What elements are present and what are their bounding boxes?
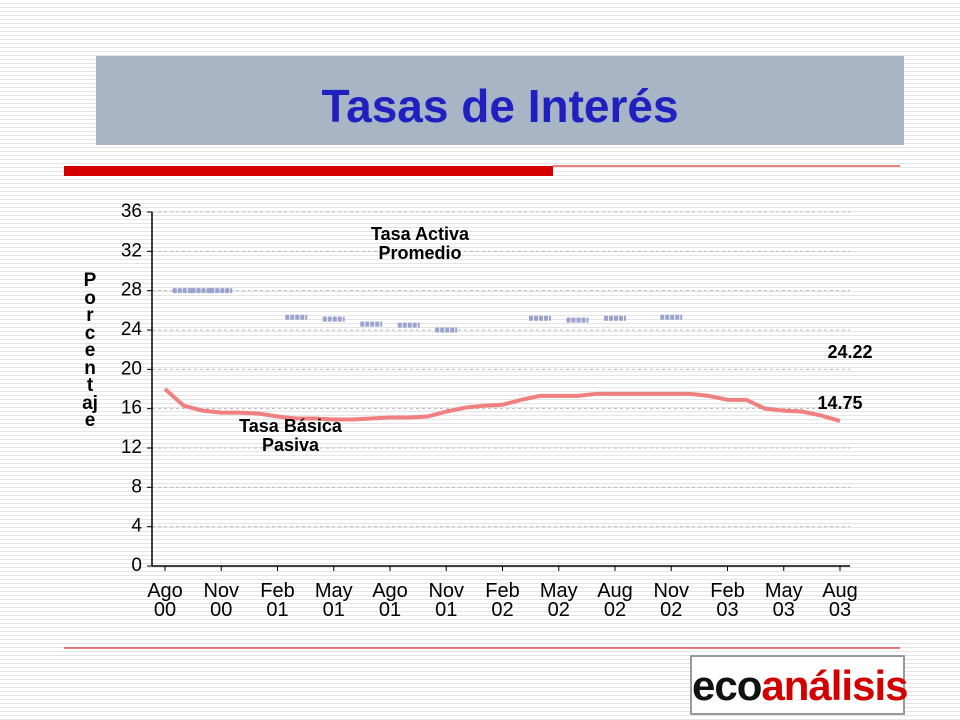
rate-line bbox=[163, 387, 841, 423]
x-tick-label: Aug 02 bbox=[597, 580, 633, 621]
annotation: 24.22 bbox=[827, 342, 873, 362]
annotation: 14.75 bbox=[817, 393, 863, 413]
series-label: Tasa Básica Pasiva bbox=[239, 416, 342, 455]
title-box bbox=[96, 56, 904, 145]
y-tick-label: 0 bbox=[131, 555, 142, 576]
x-tick-label: May 03 bbox=[764, 580, 803, 621]
y-tick-label: 4 bbox=[131, 516, 142, 537]
logo-part: eco bbox=[692, 662, 762, 709]
y-axis-label: Porcentaje bbox=[82, 270, 98, 431]
x-tick-label: Feb 01 bbox=[260, 580, 295, 621]
x-tick-label: Ago 01 bbox=[372, 580, 408, 621]
y-tick-label: 32 bbox=[121, 240, 142, 261]
y-tick-label: 16 bbox=[121, 398, 142, 419]
accent-bar bbox=[64, 166, 553, 176]
y-tick-label: 12 bbox=[121, 437, 142, 458]
x-tick-label: Nov 01 bbox=[428, 580, 465, 621]
y-tick-label: 36 bbox=[121, 201, 142, 222]
x-tick-label: May 02 bbox=[539, 580, 578, 621]
y-tick-label: 24 bbox=[121, 319, 143, 340]
logo: ecoanálisis bbox=[690, 655, 908, 715]
x-tick-label: May 01 bbox=[314, 580, 353, 621]
chart-title: Tasas de Interés bbox=[321, 80, 679, 132]
x-tick-label: Ago 00 bbox=[147, 580, 183, 621]
x-tick-label: Aug 03 bbox=[822, 580, 858, 621]
x-tick-label: Feb 02 bbox=[485, 580, 520, 621]
x-tick-label: Nov 00 bbox=[203, 580, 240, 621]
y-tick-label: 20 bbox=[121, 358, 142, 379]
x-tick-label: Nov 02 bbox=[653, 580, 690, 621]
x-tick-label: Feb 03 bbox=[710, 580, 745, 621]
y-tick-label: 8 bbox=[131, 476, 142, 497]
logo-part: análisis bbox=[761, 662, 908, 709]
series-label: Tasa Activa Promedio bbox=[370, 224, 470, 263]
y-tick-label: 28 bbox=[121, 280, 142, 301]
